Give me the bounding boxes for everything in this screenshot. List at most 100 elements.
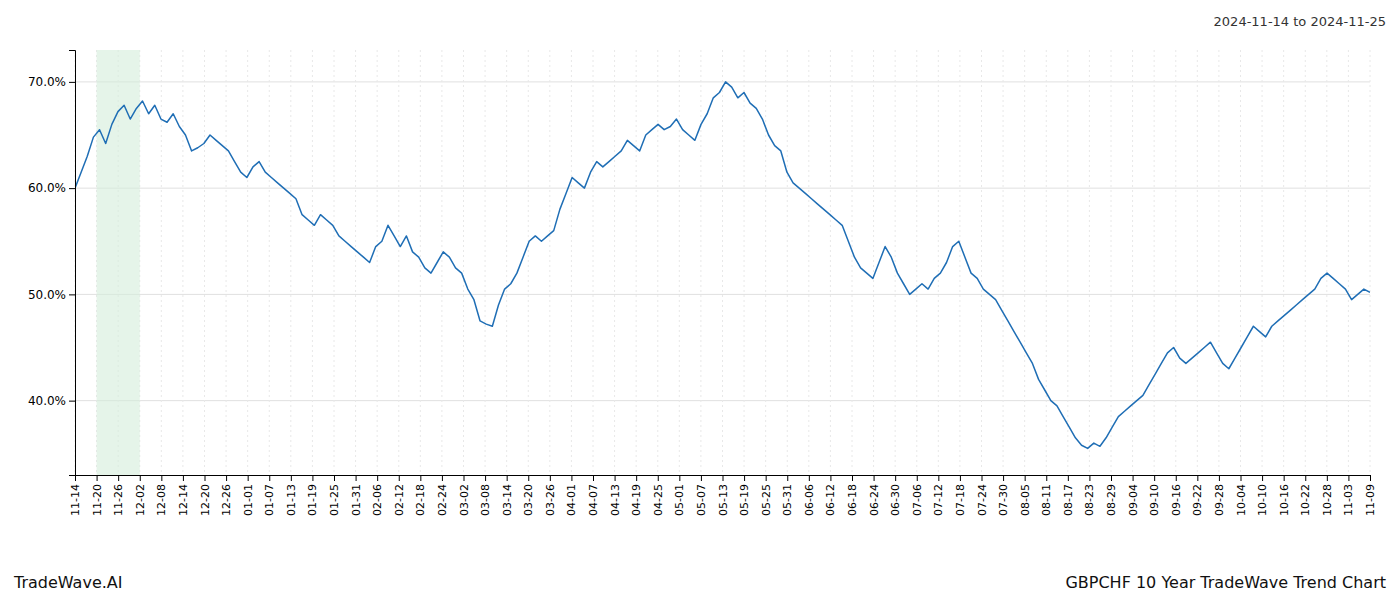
x-tick-mark [723, 475, 724, 481]
y-tick: 40.0% [28, 394, 75, 408]
x-grid-line [528, 50, 529, 475]
x-tick-mark [528, 475, 529, 481]
subtitle: 2024-11-14 to 2024-11-25 [1214, 14, 1386, 29]
x-grid-line [830, 50, 831, 475]
chart-svg: 11-1411-2011-2612-0212-0812-1412-2012-26… [0, 0, 1400, 600]
x-tick-label: 03-02 [458, 484, 471, 516]
x-tick-mark [571, 475, 572, 481]
x-grid-line [1154, 50, 1155, 475]
x-grid-line [1046, 50, 1047, 475]
x-tick-label: 01-13 [285, 484, 298, 516]
x-tick: 08-05 [1019, 475, 1032, 516]
x-tick: 01-31 [350, 475, 363, 516]
x-tick-mark [161, 475, 162, 481]
x-grid-line [355, 50, 356, 475]
x-tick-label: 12-20 [199, 484, 212, 516]
x-grid-line [1024, 50, 1025, 475]
x-grid-line [226, 50, 227, 475]
x-tick-mark [615, 475, 616, 481]
x-tick-mark [464, 475, 465, 481]
x-grid-line [938, 50, 939, 475]
x-tick-label: 10-04 [1235, 484, 1248, 516]
x-tick: 08-17 [1062, 475, 1075, 516]
x-tick: 01-01 [242, 475, 255, 516]
x-grid-line [377, 50, 378, 475]
x-axis-line [76, 476, 1371, 482]
x-tick-mark [1305, 475, 1306, 481]
x-grid-line [1262, 50, 1263, 475]
x-tick-label: 05-25 [760, 484, 773, 516]
x-tick-label: 09-16 [1170, 484, 1183, 516]
y-tick-mark [69, 82, 75, 83]
x-tick: 10-28 [1321, 475, 1334, 516]
x-tick-mark [830, 475, 831, 481]
x-grid-line [916, 50, 917, 475]
x-grid-line [1197, 50, 1198, 475]
texts: 2024-11-14 to 2024-11-25GBPCHF 10 Year T… [13, 14, 1386, 592]
x-tick: 12-08 [155, 475, 168, 516]
x-grid-line [269, 50, 270, 475]
x-tick-mark [183, 475, 184, 481]
y-tick: 50.0% [28, 288, 75, 302]
x-tick-label: 04-25 [652, 484, 665, 516]
x-tick: 08-11 [1040, 475, 1053, 516]
x-tick-mark [1025, 475, 1026, 481]
x-tick-mark [140, 475, 141, 481]
x-tick: 04-13 [609, 475, 622, 516]
x-tick-label: 08-11 [1040, 484, 1053, 516]
x-grid-line [787, 50, 788, 475]
x-tick: 03-26 [544, 475, 557, 516]
y-tick: 60.0% [28, 181, 75, 195]
x-tick: 08-23 [1083, 475, 1096, 516]
x-grid-line [873, 50, 874, 475]
x-tick-label: 05-01 [673, 484, 686, 516]
x-tick: 07-18 [954, 475, 967, 516]
x-grid-line [1240, 50, 1241, 475]
x-tick: 10-10 [1256, 475, 1269, 516]
x-tick-label: 06-18 [846, 484, 859, 516]
x-grid-line [1305, 50, 1306, 475]
y-tick-mark [69, 294, 75, 295]
y-tick-label: 50.0% [28, 288, 66, 302]
x-tick-mark [118, 475, 119, 481]
y-axis: 40.0%50.0%60.0%70.0% [28, 51, 76, 476]
x-tick-mark [874, 475, 875, 481]
x-tick: 12-20 [199, 475, 212, 516]
x-grid-line [722, 50, 723, 475]
x-tick: 09-10 [1148, 475, 1161, 516]
x-tick-label: 04-07 [587, 484, 600, 516]
x-tick: 04-19 [630, 475, 643, 516]
x-tick-mark [1370, 475, 1371, 481]
x-grid-line [398, 50, 399, 475]
x-grid-line [1089, 50, 1090, 475]
x-grid-line [657, 50, 658, 475]
x-tick-label: 08-05 [1019, 484, 1032, 516]
x-tick: 02-24 [436, 475, 449, 516]
x-tick-mark [636, 475, 637, 481]
y-tick-label: 60.0% [28, 181, 66, 195]
x-tick-mark [938, 475, 939, 481]
x-tick-label: 07-24 [976, 484, 989, 516]
x-tick-label: 03-26 [544, 484, 557, 516]
x-tick-label: 05-31 [781, 484, 794, 516]
x-axis: 11-1411-2011-2612-0212-0812-1412-2012-26… [69, 475, 1377, 516]
x-tick-mark [787, 475, 788, 481]
x-tick-mark [1068, 475, 1069, 481]
y-tick-mark [69, 401, 75, 402]
x-tick-label: 11-20 [91, 484, 104, 516]
x-grid-line [182, 50, 183, 475]
x-tick-mark [1046, 475, 1047, 481]
x-tick-mark [1262, 475, 1263, 481]
x-grid-line [441, 50, 442, 475]
y-grid-line [75, 294, 1370, 295]
x-tick-mark [593, 475, 594, 481]
x-tick-label: 06-12 [824, 484, 837, 516]
x-tick-mark [399, 475, 400, 481]
x-tick-label: 07-18 [954, 484, 967, 516]
x-tick-label: 04-13 [609, 484, 622, 516]
x-tick-label: 10-28 [1321, 484, 1334, 516]
x-tick: 12-14 [177, 475, 190, 516]
x-tick-label: 01-01 [242, 484, 255, 516]
x-tick-label: 09-28 [1213, 484, 1226, 516]
x-tick: 03-08 [479, 475, 492, 516]
